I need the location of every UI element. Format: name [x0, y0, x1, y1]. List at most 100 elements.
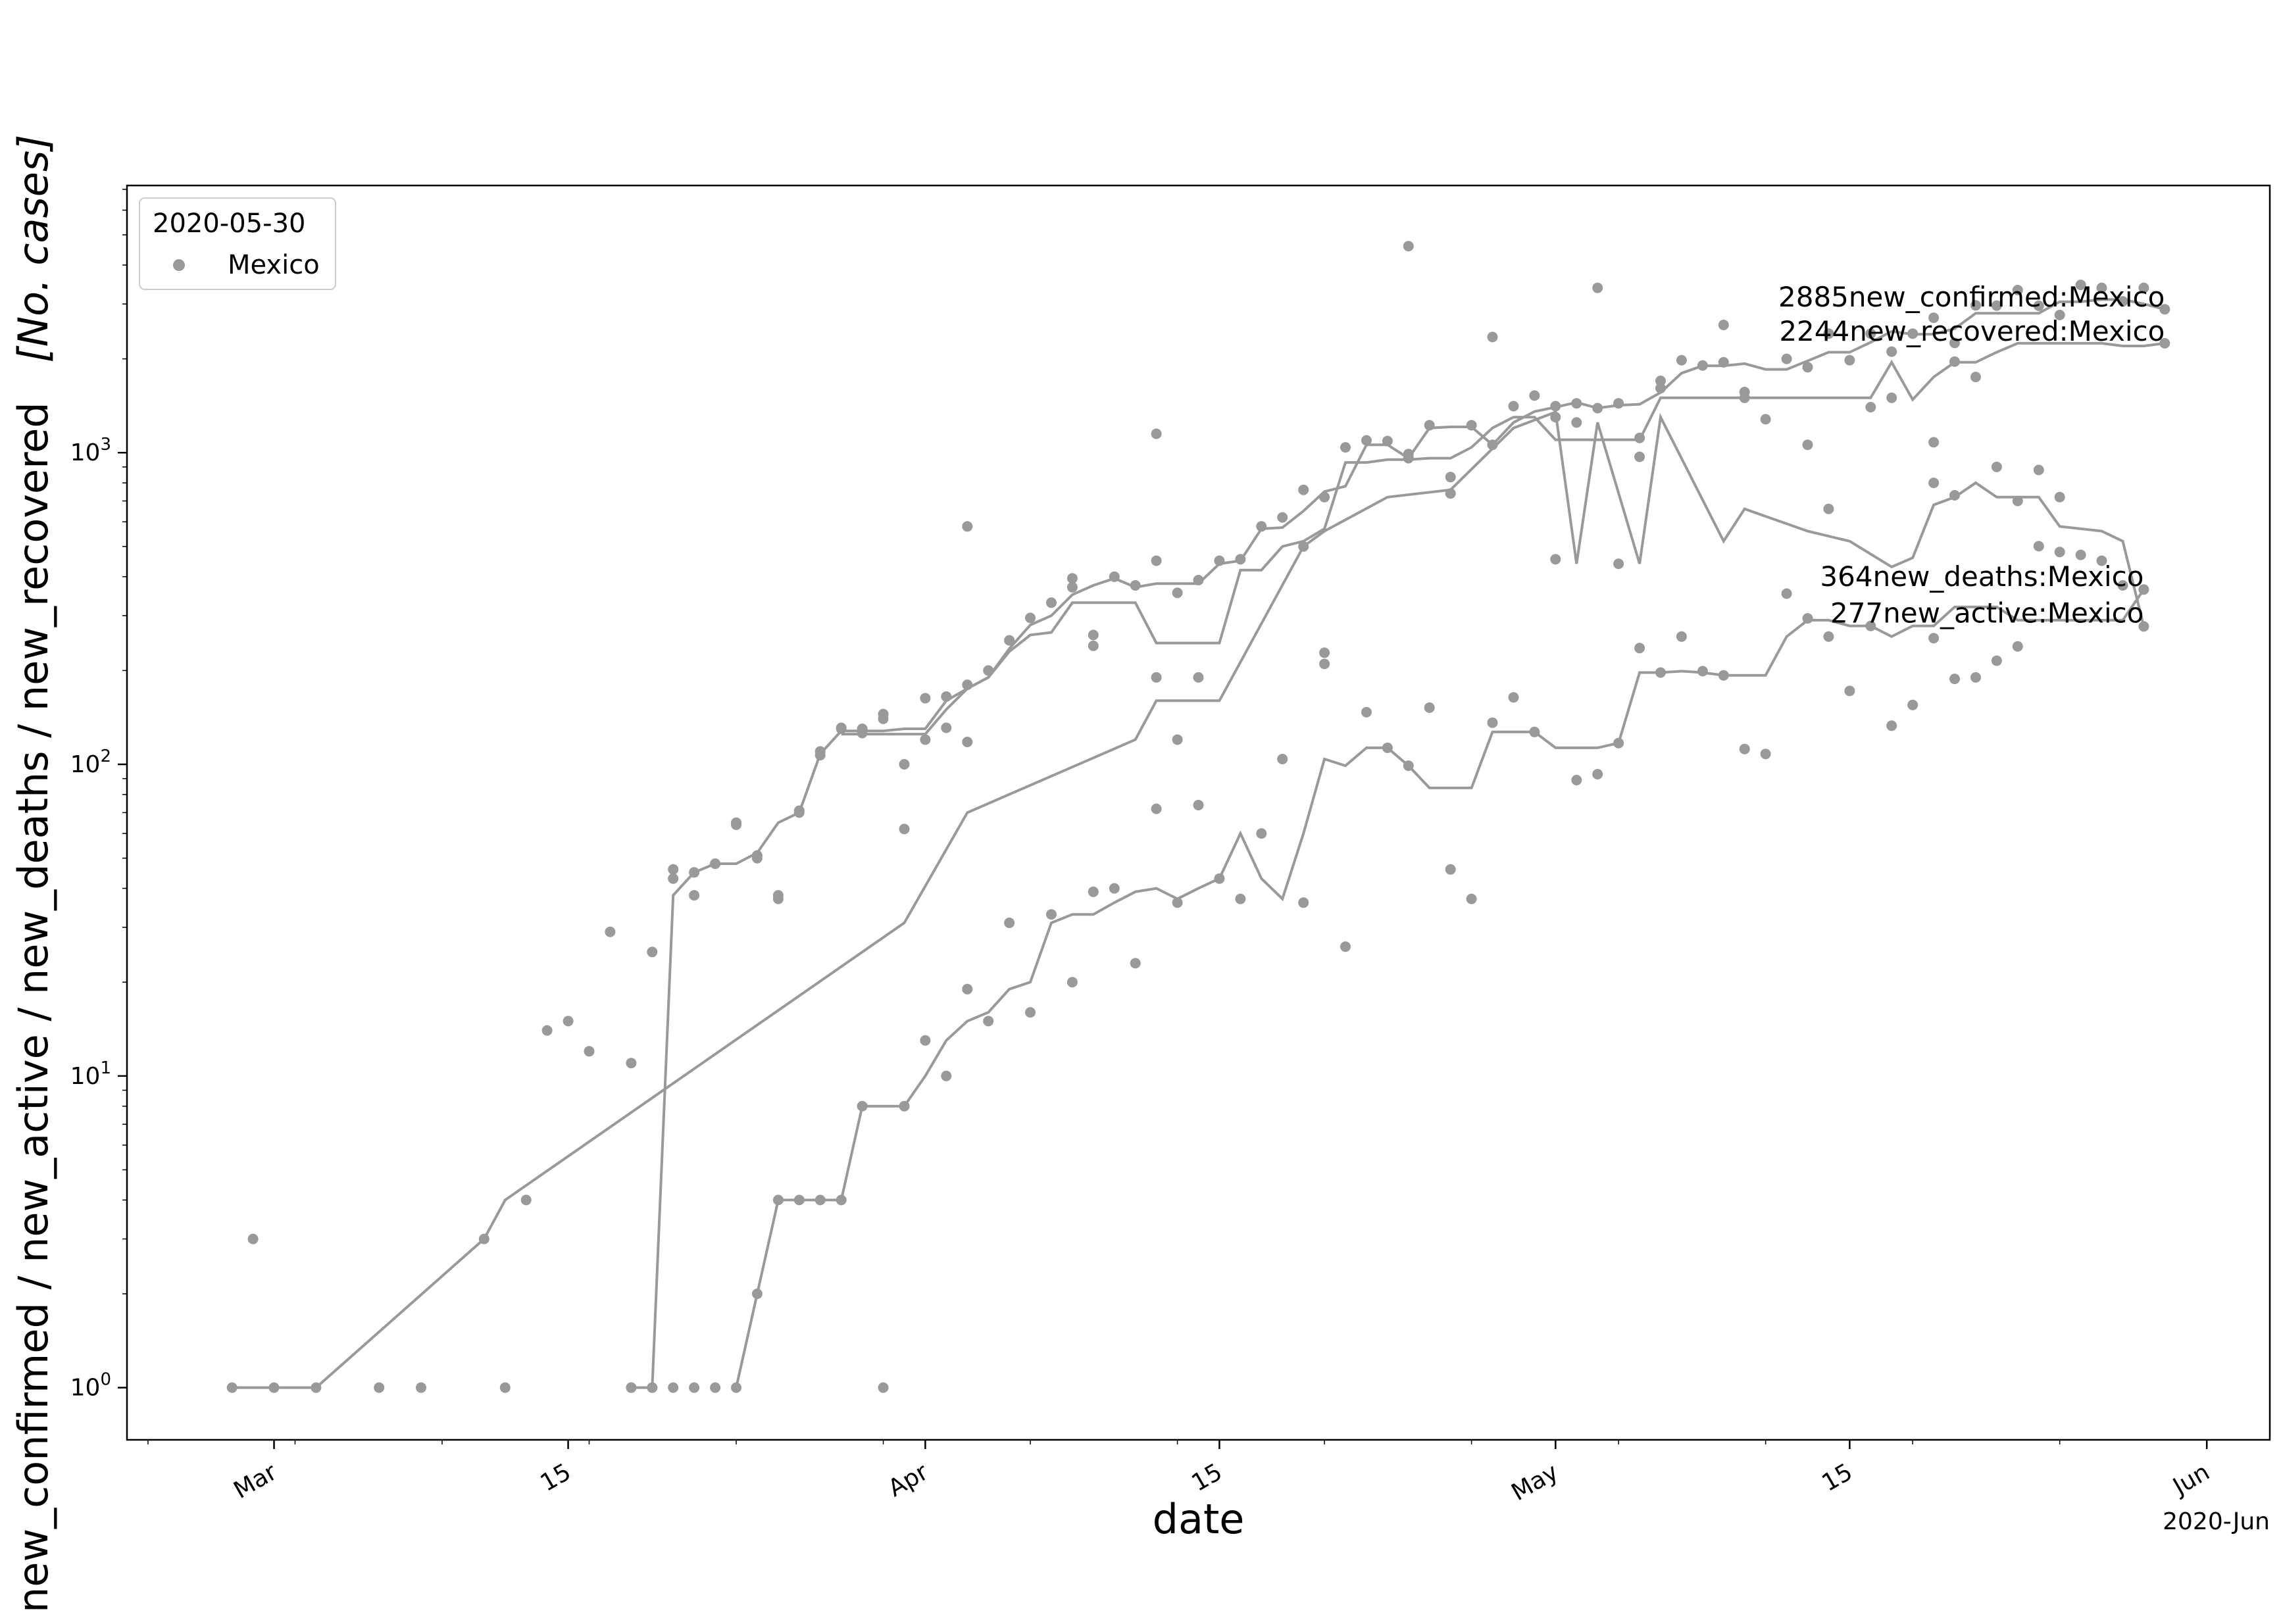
new_deaths-point [1655, 667, 1666, 678]
new_deaths-point [1592, 769, 1603, 779]
legend-box [139, 197, 336, 290]
new_active-point [520, 1194, 532, 1206]
annotations: 2885new_confirmed:Mexico2244new_recovere… [1778, 281, 2165, 629]
new_active-point [374, 1382, 385, 1393]
new_confirmed-point [2096, 282, 2107, 293]
series-new_confirmed [626, 280, 2170, 1393]
new_confirmed-point [1592, 403, 1603, 414]
new_recovered-line [841, 341, 2165, 736]
plot-frame [126, 184, 2271, 1441]
new_active-point [2033, 464, 2044, 476]
legend: 2020-05-30 Mexico [139, 197, 336, 290]
x-tick-label: 15 [536, 1458, 576, 1496]
series-layer [226, 241, 2170, 1393]
new_active-point [1613, 558, 1624, 570]
new_active-point [772, 890, 784, 901]
new_deaths-point [1508, 692, 1519, 703]
new_confirmed-point [1004, 635, 1015, 646]
x-tick-label: 15 [1817, 1458, 1857, 1496]
annotation-label: 277new_active:Mexico [1830, 597, 2143, 629]
new_deaths-point [1781, 588, 1792, 599]
new_deaths-point [1193, 800, 1204, 810]
x-tick-label: Apr [884, 1458, 933, 1502]
new_deaths-point [920, 1035, 931, 1046]
new_confirmed-point [668, 873, 679, 884]
new_recovered-point [1949, 356, 1960, 367]
new_confirmed-point [1802, 362, 1813, 373]
new_deaths-point [710, 1382, 721, 1393]
new_confirmed-point [1949, 337, 1960, 349]
new_confirmed-point [899, 759, 910, 770]
new_active-point [563, 1016, 574, 1027]
new_confirmed-point [2012, 285, 2023, 295]
y-tick-label: 102 [70, 747, 111, 778]
y-axis-title: new_confirmed / new_active / new_deaths … [9, 135, 57, 1613]
new_deaths-point [626, 1382, 637, 1393]
new_deaths-point [983, 1016, 994, 1027]
new_confirmed-point [1025, 612, 1036, 624]
new_deaths-point [1466, 893, 1477, 904]
new_active-point [1403, 453, 1414, 464]
annotation-label: 2885new_confirmed:Mexico [1778, 281, 2165, 313]
new_deaths-point [1487, 717, 1498, 728]
new_active-point [584, 1046, 595, 1057]
new_deaths-point [941, 1070, 952, 1081]
new_active-point [710, 858, 721, 870]
new_deaths-point [2075, 549, 2086, 560]
new_deaths-point [1088, 886, 1099, 897]
new_confirmed-point [1277, 512, 1288, 523]
new_deaths-point [731, 1382, 741, 1393]
new_active-point [1928, 478, 1940, 489]
new_confirmed-point [1340, 442, 1351, 453]
new_deaths-point [2012, 641, 2023, 652]
new_recovered-point [1403, 241, 1414, 252]
y-tick-label: 103 [70, 435, 111, 466]
new_deaths-point [1130, 958, 1141, 969]
new_deaths-point [1529, 726, 1540, 737]
new_deaths-point [1340, 941, 1351, 952]
new_confirmed-point [1508, 401, 1519, 412]
x-tick-label: Mar [229, 1458, 281, 1504]
new_active-point [1172, 734, 1183, 745]
new_confirmed-point [1991, 300, 2002, 311]
new_deaths-point [1319, 647, 1330, 658]
new_recovered-point [1592, 282, 1603, 293]
new_deaths-point [793, 1194, 805, 1206]
new_deaths-point [857, 1100, 868, 1112]
new_confirmed-point [1088, 640, 1099, 651]
new_recovered-point [1487, 332, 1498, 343]
new_deaths-point [751, 1289, 763, 1299]
new_confirmed-point [1066, 573, 1078, 584]
new_confirmed-point [2054, 309, 2065, 320]
new_active-point [899, 824, 910, 835]
new_active-point [1571, 417, 1582, 428]
new_active-point [1865, 402, 1876, 412]
new_deaths-point [1760, 749, 1771, 760]
new_deaths-point [1256, 828, 1267, 839]
new_active-point [2138, 621, 2149, 632]
new_deaths-point [1697, 666, 1708, 677]
new_confirmed-point [1655, 383, 1666, 394]
new_active-point [1739, 392, 1750, 403]
new_active-point [1634, 451, 1645, 462]
new_deaths-point [2117, 580, 2128, 591]
new_active-point [689, 890, 700, 901]
new_deaths-point [772, 1194, 784, 1206]
y-tick-label: 101 [70, 1058, 111, 1090]
new_active-point [1970, 372, 1981, 383]
new_recovered-point [1151, 428, 1162, 439]
new_deaths-point [1235, 893, 1246, 904]
new_active-line [232, 410, 2145, 1389]
new_active-point [1928, 437, 1940, 448]
new_active-point [668, 864, 679, 875]
series-new_deaths [626, 541, 2149, 1393]
new_confirmed-point [1214, 555, 1225, 566]
new_deaths-point [2096, 555, 2107, 566]
new_active-point [247, 1233, 259, 1244]
new_active-point [1823, 503, 1834, 514]
new_deaths-point [1382, 742, 1393, 753]
new_deaths-point [1066, 977, 1078, 988]
new_deaths-point [962, 983, 973, 995]
new_deaths-point [899, 1100, 910, 1112]
